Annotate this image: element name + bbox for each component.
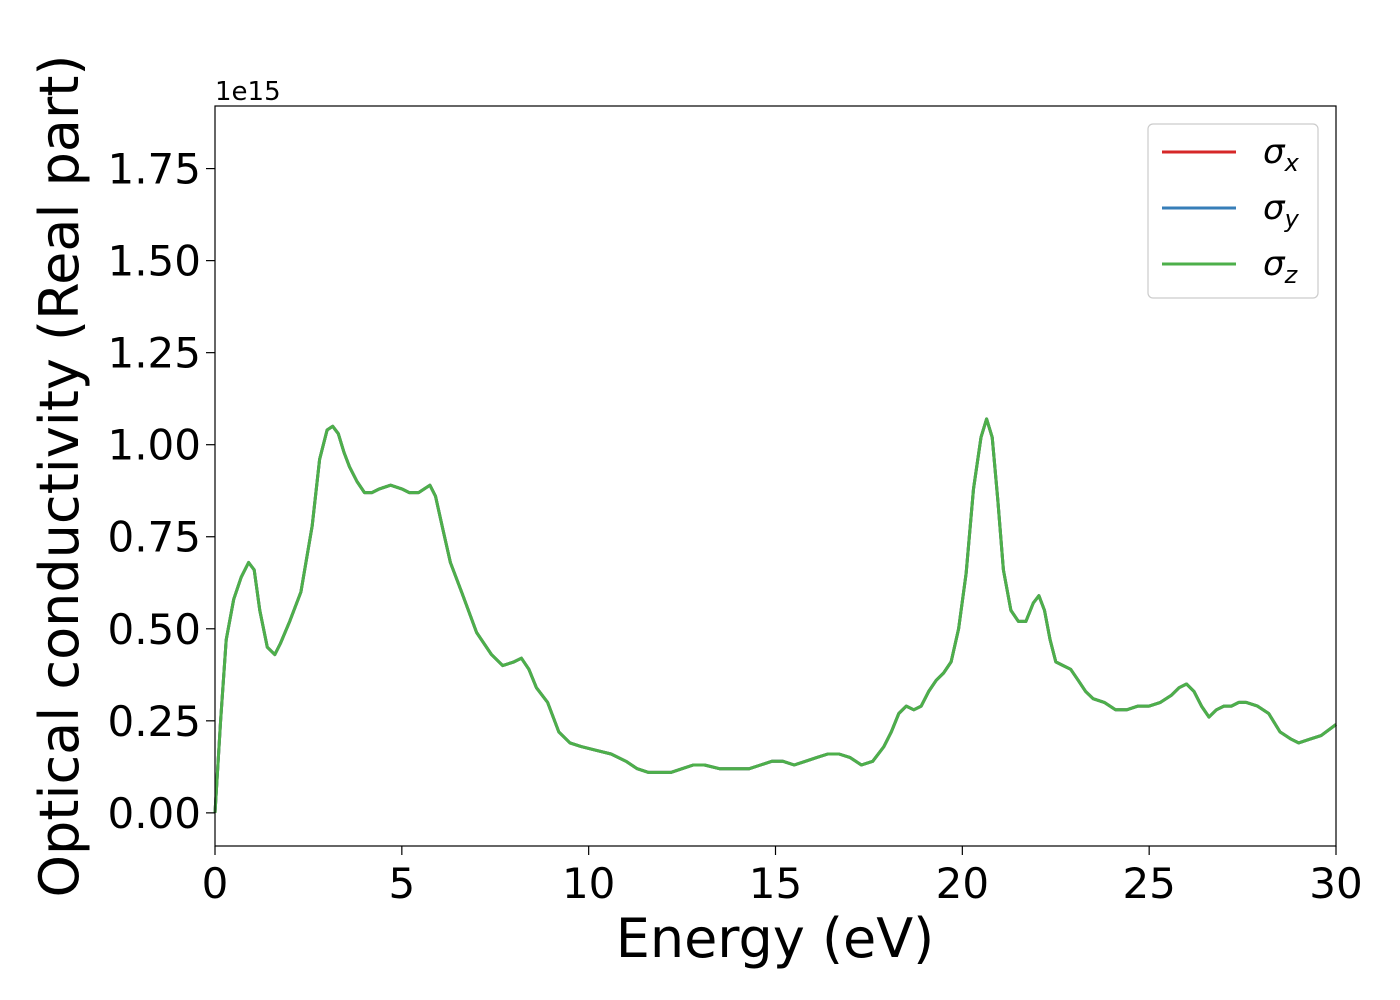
y-tick-label: 0.50 bbox=[107, 605, 201, 654]
y-tick-label: 0.00 bbox=[107, 789, 201, 838]
legend-frame bbox=[1147, 123, 1319, 299]
series-line-1 bbox=[213, 417, 1337, 813]
x-tick-label: 15 bbox=[749, 859, 802, 908]
x-tick-label: 25 bbox=[1122, 859, 1175, 908]
legend: σx σy σz bbox=[1147, 123, 1319, 299]
legend-label-1: σx bbox=[1263, 132, 1300, 177]
y-tick-label: 0.75 bbox=[107, 513, 201, 562]
x-axis-label: Energy (eV) bbox=[616, 907, 935, 970]
legend-label-3: σz bbox=[1263, 244, 1299, 289]
series-line-2 bbox=[213, 417, 1337, 813]
series-line-3 bbox=[213, 417, 1337, 813]
x-tick-label: 30 bbox=[1309, 859, 1362, 908]
plot-lines bbox=[213, 417, 1337, 813]
y-tick-label: 1.75 bbox=[107, 145, 201, 194]
y-tick-label: 0.25 bbox=[107, 697, 201, 746]
y-offset-text: 1e15 bbox=[215, 77, 281, 107]
y-tick-label: 1.50 bbox=[107, 237, 201, 286]
y-tick-label: 1.00 bbox=[107, 421, 201, 470]
legend-label-2: σy bbox=[1263, 188, 1300, 233]
x-tick-label: 20 bbox=[936, 859, 989, 908]
x-tick-label: 10 bbox=[562, 859, 615, 908]
x-tick-label: 0 bbox=[202, 859, 229, 908]
y-axis-ticks: 0.00 0.25 0.50 0.75 1.00 1.25 1.50 1.75 bbox=[107, 145, 215, 838]
y-axis-label: Optical conductivity (Real part) bbox=[28, 55, 91, 898]
y-tick-label: 1.25 bbox=[107, 329, 201, 378]
x-axis-ticks: 0 5 10 15 20 25 30 bbox=[202, 846, 1363, 908]
x-tick-label: 5 bbox=[388, 859, 415, 908]
